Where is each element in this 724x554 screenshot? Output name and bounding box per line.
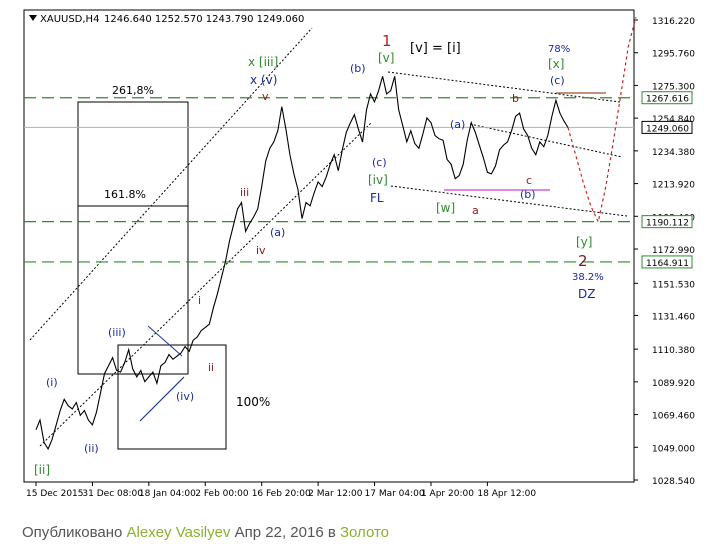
wave-a-mid-label: (a)	[450, 118, 465, 131]
ohlc-values: 1246.640 1252.570 1243.790 1249.060	[104, 14, 304, 25]
y-tick-label: 1069.460	[652, 412, 695, 422]
wave-v-green-label: [v]	[378, 51, 394, 65]
y-tick-label: 1213.920	[652, 181, 695, 191]
wave-c-left-label: (c)	[372, 156, 387, 169]
level-label-box	[641, 91, 693, 105]
current-price-box	[641, 120, 693, 134]
wave-b-mid-label: (b)	[520, 188, 536, 201]
wave-w-label: [w]	[436, 201, 455, 215]
y-axis: 1316.220 1295.760 1275.300 1254.840 1234.380…	[634, 17, 695, 487]
fl-label: FL	[370, 191, 384, 205]
wave-a-left-label: (a)	[270, 226, 285, 239]
wave-x-green-label: [x]	[548, 57, 564, 71]
pct-38-label: 38.2%	[572, 272, 604, 283]
fib-161-label: 161.8%	[104, 188, 146, 201]
fib-extension-box	[77, 101, 189, 375]
wave-ii-roman-label: ii	[208, 361, 214, 374]
wave-v-roman-label: v	[262, 90, 269, 103]
y-tick-label: 1131.460	[652, 312, 695, 322]
current-price-label: 1249.060	[646, 124, 689, 134]
price-line	[35, 76, 569, 451]
y-tick-label: 1028.540	[652, 477, 695, 487]
chart-background	[0, 0, 724, 520]
horizontal-levels: 1267.616 1190.112 1164.911 1249.060	[24, 91, 693, 269]
chart-title: XAUUSD,H4	[40, 14, 99, 25]
iv-support-line	[139, 376, 185, 422]
wave-iv-label: (iv)	[176, 390, 194, 403]
wave-c-right-label: (c)	[550, 74, 565, 87]
pct-78-label: 78%	[548, 44, 570, 55]
fib-261-label: 261,8%	[112, 84, 154, 97]
x-tick-label: 2 Mar 12:00	[308, 489, 363, 499]
y-tick-label: 1049.000	[652, 444, 695, 454]
wave-iii-roman-label: iii	[240, 186, 249, 199]
level-label: 1190.112	[646, 219, 689, 229]
wave-iv-roman-label: iv	[256, 244, 266, 257]
wave-ii-green-label: [ii]	[34, 463, 50, 477]
wave-overlay	[24, 27, 634, 450]
wave-ii-label: (ii)	[84, 442, 99, 455]
y-tick-label: 1254.840	[652, 115, 695, 125]
wave-b-red-label: b	[512, 92, 519, 105]
x-tick-label: 18 Apr 12:00	[477, 489, 536, 499]
wave-i-label: (i)	[46, 376, 58, 389]
x-tick-label: 16 Feb 20:00	[252, 489, 311, 499]
level-label: 1267.616	[646, 95, 689, 105]
wave-c-red-label: c	[526, 174, 532, 187]
v-equals-i-label: [v] = [i]	[410, 41, 461, 56]
wave-a-red-label: a	[472, 204, 479, 217]
price-chart: 1316.220 1295.760 1275.300 1254.840 1234.380…	[0, 0, 724, 520]
triangle-upper-line	[387, 71, 621, 103]
x-tick-label: 17 Mar 04:00	[365, 489, 425, 499]
y-tick-label: 1234.380	[652, 148, 695, 158]
y-tick-label: 1172.990	[652, 246, 695, 256]
y-tick-label: 1151.530	[652, 280, 695, 290]
y-tick-label: 1295.760	[652, 50, 695, 60]
y-tick-label: 1089.920	[652, 379, 695, 389]
y-tick-label: 1110.380	[652, 346, 695, 356]
dz-label: DZ	[578, 287, 595, 301]
forecast-path	[567, 17, 637, 224]
wave-annotations: 261,8%161.8%100%[ii](ii)(i)(iii)(iv)iiii…	[34, 32, 604, 477]
category-link[interactable]: Золото	[339, 524, 390, 541]
level-label-box	[641, 255, 693, 269]
x-tick-label: 18 Jan 04:00	[139, 489, 196, 499]
lower-channel-line	[39, 121, 373, 447]
x-tick-label: 31 Dec 08:00	[82, 489, 143, 499]
level-label: 1164.911	[646, 259, 689, 269]
publication-footer: Опубликовано Alexey Vasilyev Апр 22, 201…	[22, 524, 389, 541]
iii-marker-line	[147, 325, 183, 357]
wave-iv-green-label: [iv]	[368, 173, 388, 187]
wave-iii-label: (iii)	[108, 326, 126, 339]
wave-y-label: [y]	[576, 235, 592, 249]
wave-i-roman-label: i	[198, 294, 201, 307]
wave-range-box	[117, 344, 227, 450]
x-tick-label: 15 Dec 2015	[26, 489, 84, 499]
footer-date: Апр 22, 2016 в	[230, 524, 340, 541]
plot-frame	[23, 9, 635, 483]
wave-x-v-label: x (v)	[250, 73, 277, 87]
level-label-box	[641, 215, 693, 229]
fib-100-label: 100%	[236, 395, 270, 409]
wave-1-label: 1	[382, 32, 392, 50]
y-tick-label: 1316.220	[652, 17, 695, 27]
wave-2-label: 2	[578, 252, 588, 270]
wave-x-iii-label: x [iii]	[248, 55, 278, 69]
footer-prefix: Опубликовано	[22, 524, 127, 541]
y-tick-label: 1275.300	[652, 82, 695, 92]
x-tick-label: 2 Feb 00:00	[195, 489, 249, 499]
x-tick-label: 1 Apr 20:00	[421, 489, 474, 499]
wave-b-top-label: (b)	[350, 62, 366, 75]
price-series	[35, 17, 637, 451]
author-link[interactable]: Alexey Vasilyev	[126, 524, 231, 541]
collapse-triangle-icon[interactable]	[29, 15, 37, 21]
